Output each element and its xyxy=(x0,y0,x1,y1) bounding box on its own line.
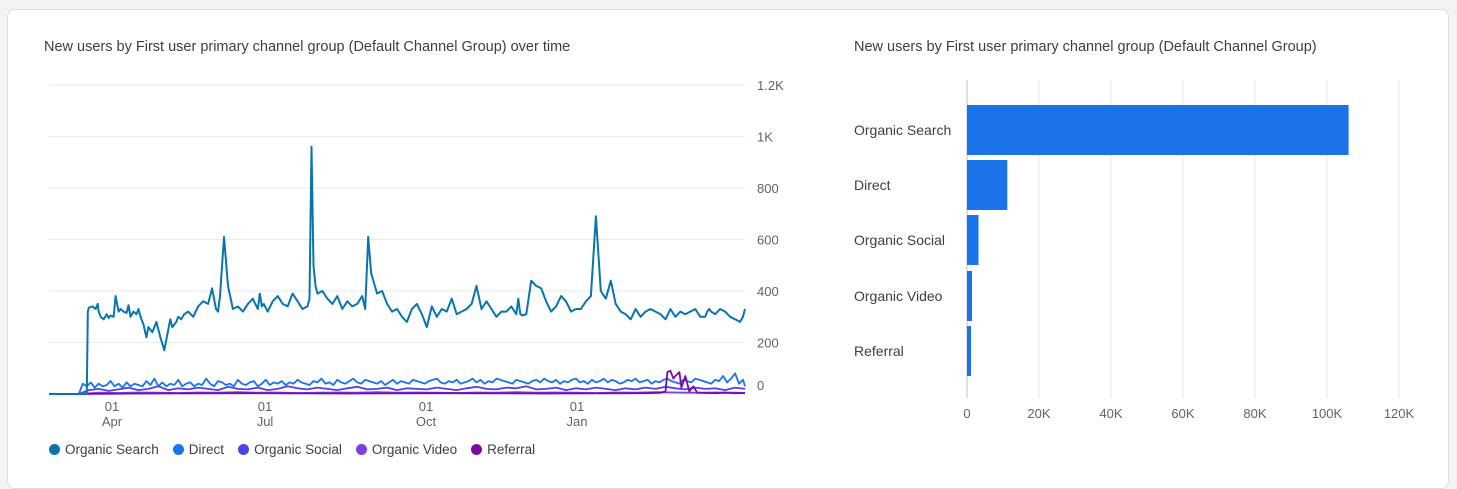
bar-referral xyxy=(967,326,971,376)
legend-dot-organic-video xyxy=(355,444,367,455)
y-tick-label: 1.2K xyxy=(757,78,784,93)
category-label: Organic Search xyxy=(854,122,951,138)
legend-label: Direct xyxy=(188,442,225,457)
x-tick-label: Jul xyxy=(257,414,274,429)
y-tick-label: 200 xyxy=(757,336,779,351)
legend-dot-organic-search xyxy=(49,444,60,455)
x-tick-label: Apr xyxy=(102,414,123,429)
legend-item-organic-social[interactable]: Organic Social xyxy=(238,442,342,457)
legend-label: Referral xyxy=(487,442,536,457)
y-tick-label: 400 xyxy=(757,284,779,299)
bar-organic-social xyxy=(967,215,979,265)
y-tick-label: 600 xyxy=(757,233,779,248)
bar-direct xyxy=(967,160,1008,210)
bar-organic-video xyxy=(967,271,973,321)
legend-item-direct[interactable]: Direct xyxy=(172,442,225,457)
line-chart-legend: Organic Search Direct Organic Social Org… xyxy=(49,442,535,457)
legend-label: Organic Social xyxy=(254,442,342,457)
x-tick-label: 01 xyxy=(258,399,272,414)
x-tick-label: 01 xyxy=(570,399,584,414)
category-label: Organic Video xyxy=(854,288,943,304)
report-card xyxy=(7,9,1449,489)
bar-chart-title: New users by First user primary channel … xyxy=(854,39,1317,55)
x-tick-label: Oct xyxy=(416,414,437,429)
legend-item-referral[interactable]: Referral xyxy=(471,442,535,457)
x-tick-label: 40K xyxy=(1099,406,1122,421)
x-tick-label: 0 xyxy=(963,406,970,421)
legend-dot-referral xyxy=(471,444,483,455)
x-tick-label: 120K xyxy=(1384,406,1415,421)
x-tick-label: Jan xyxy=(567,414,588,429)
legend-label: Organic Search xyxy=(65,442,159,457)
legend-label: Organic Video xyxy=(371,442,458,457)
legend-dot-organic-social xyxy=(238,444,250,455)
y-tick-label: 1K xyxy=(757,130,773,145)
series-line-referral xyxy=(49,369,746,395)
x-tick-label: 01 xyxy=(419,399,433,414)
series-line-organic-social xyxy=(49,385,746,395)
x-tick-label: 80K xyxy=(1243,406,1266,421)
x-tick-label: 100K xyxy=(1312,406,1343,421)
bar-organic-search xyxy=(967,105,1349,155)
category-label: Referral xyxy=(854,343,904,359)
y-tick-label: 0 xyxy=(757,378,764,393)
category-label: Direct xyxy=(854,177,891,193)
series-line-direct xyxy=(49,372,746,395)
x-tick-label: 60K xyxy=(1171,406,1194,421)
line-chart-title: New users by First user primary channel … xyxy=(44,39,571,55)
x-tick-label: 20K xyxy=(1027,406,1050,421)
legend-item-organic-video[interactable]: Organic Video xyxy=(355,442,458,457)
category-label: Organic Social xyxy=(854,232,945,248)
x-tick-label: 01 xyxy=(105,399,119,414)
legend-dot-direct xyxy=(172,444,184,455)
legend-item-organic-search[interactable]: Organic Search xyxy=(49,442,159,457)
series-line-organic-search xyxy=(49,145,746,395)
y-tick-label: 800 xyxy=(757,181,779,196)
